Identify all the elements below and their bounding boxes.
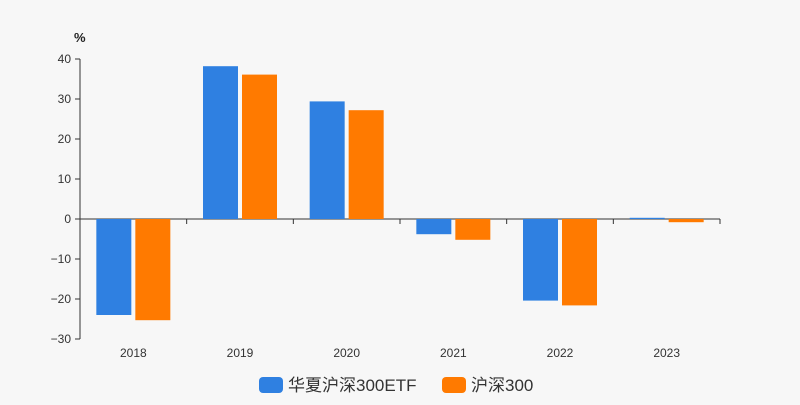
x-tick-label: 2021 bbox=[440, 346, 467, 360]
legend-item-index[interactable]: 沪深300 bbox=[442, 376, 533, 395]
y-tick-label: −30 bbox=[51, 332, 72, 346]
bar-etf-2019[interactable] bbox=[203, 66, 238, 219]
bar-etf-2020[interactable] bbox=[309, 101, 345, 219]
y-tick-label: 20 bbox=[58, 132, 72, 146]
axes: −30 −20 −10 0 10 20 30 40 2018 2019 2020 2021 2022 20… bbox=[51, 52, 721, 360]
bars bbox=[96, 66, 704, 321]
bar-etf-2022[interactable] bbox=[523, 219, 558, 301]
bar-etf-2018[interactable] bbox=[96, 219, 132, 315]
y-tick-label: 10 bbox=[58, 172, 72, 186]
legend-label: 沪深300 bbox=[471, 376, 533, 395]
legend-item-etf[interactable]: 华夏沪深300ETF bbox=[259, 376, 416, 395]
y-tick-label: −20 bbox=[51, 292, 72, 306]
bar-index-2022[interactable] bbox=[562, 219, 597, 306]
bar-index-2018[interactable] bbox=[135, 219, 171, 321]
x-tick-label: 2020 bbox=[333, 346, 360, 360]
legend-swatch bbox=[442, 377, 466, 393]
bar-etf-2023[interactable] bbox=[629, 217, 665, 219]
bar-etf-2021[interactable] bbox=[416, 219, 452, 235]
legend-swatch bbox=[259, 377, 283, 393]
bar-index-2021[interactable] bbox=[455, 219, 491, 240]
y-tick-label: 0 bbox=[64, 212, 71, 226]
x-tick-label: 2023 bbox=[653, 346, 680, 360]
y-tick-label: 40 bbox=[58, 52, 72, 66]
y-tick-label: 30 bbox=[58, 92, 72, 106]
y-tick-label: −10 bbox=[51, 252, 72, 266]
bar-index-2020[interactable] bbox=[348, 110, 384, 219]
legend[interactable]: 华夏沪深300ETF 沪深300 bbox=[259, 376, 533, 395]
x-tick-label: 2018 bbox=[120, 346, 147, 360]
legend-label: 华夏沪深300ETF bbox=[288, 376, 416, 395]
bar-index-2023[interactable] bbox=[668, 219, 704, 223]
x-tick-label: 2019 bbox=[227, 346, 254, 360]
bar-index-2019[interactable] bbox=[242, 74, 277, 219]
y-axis-unit-label: % bbox=[74, 30, 86, 45]
x-tick-label: 2022 bbox=[547, 346, 574, 360]
